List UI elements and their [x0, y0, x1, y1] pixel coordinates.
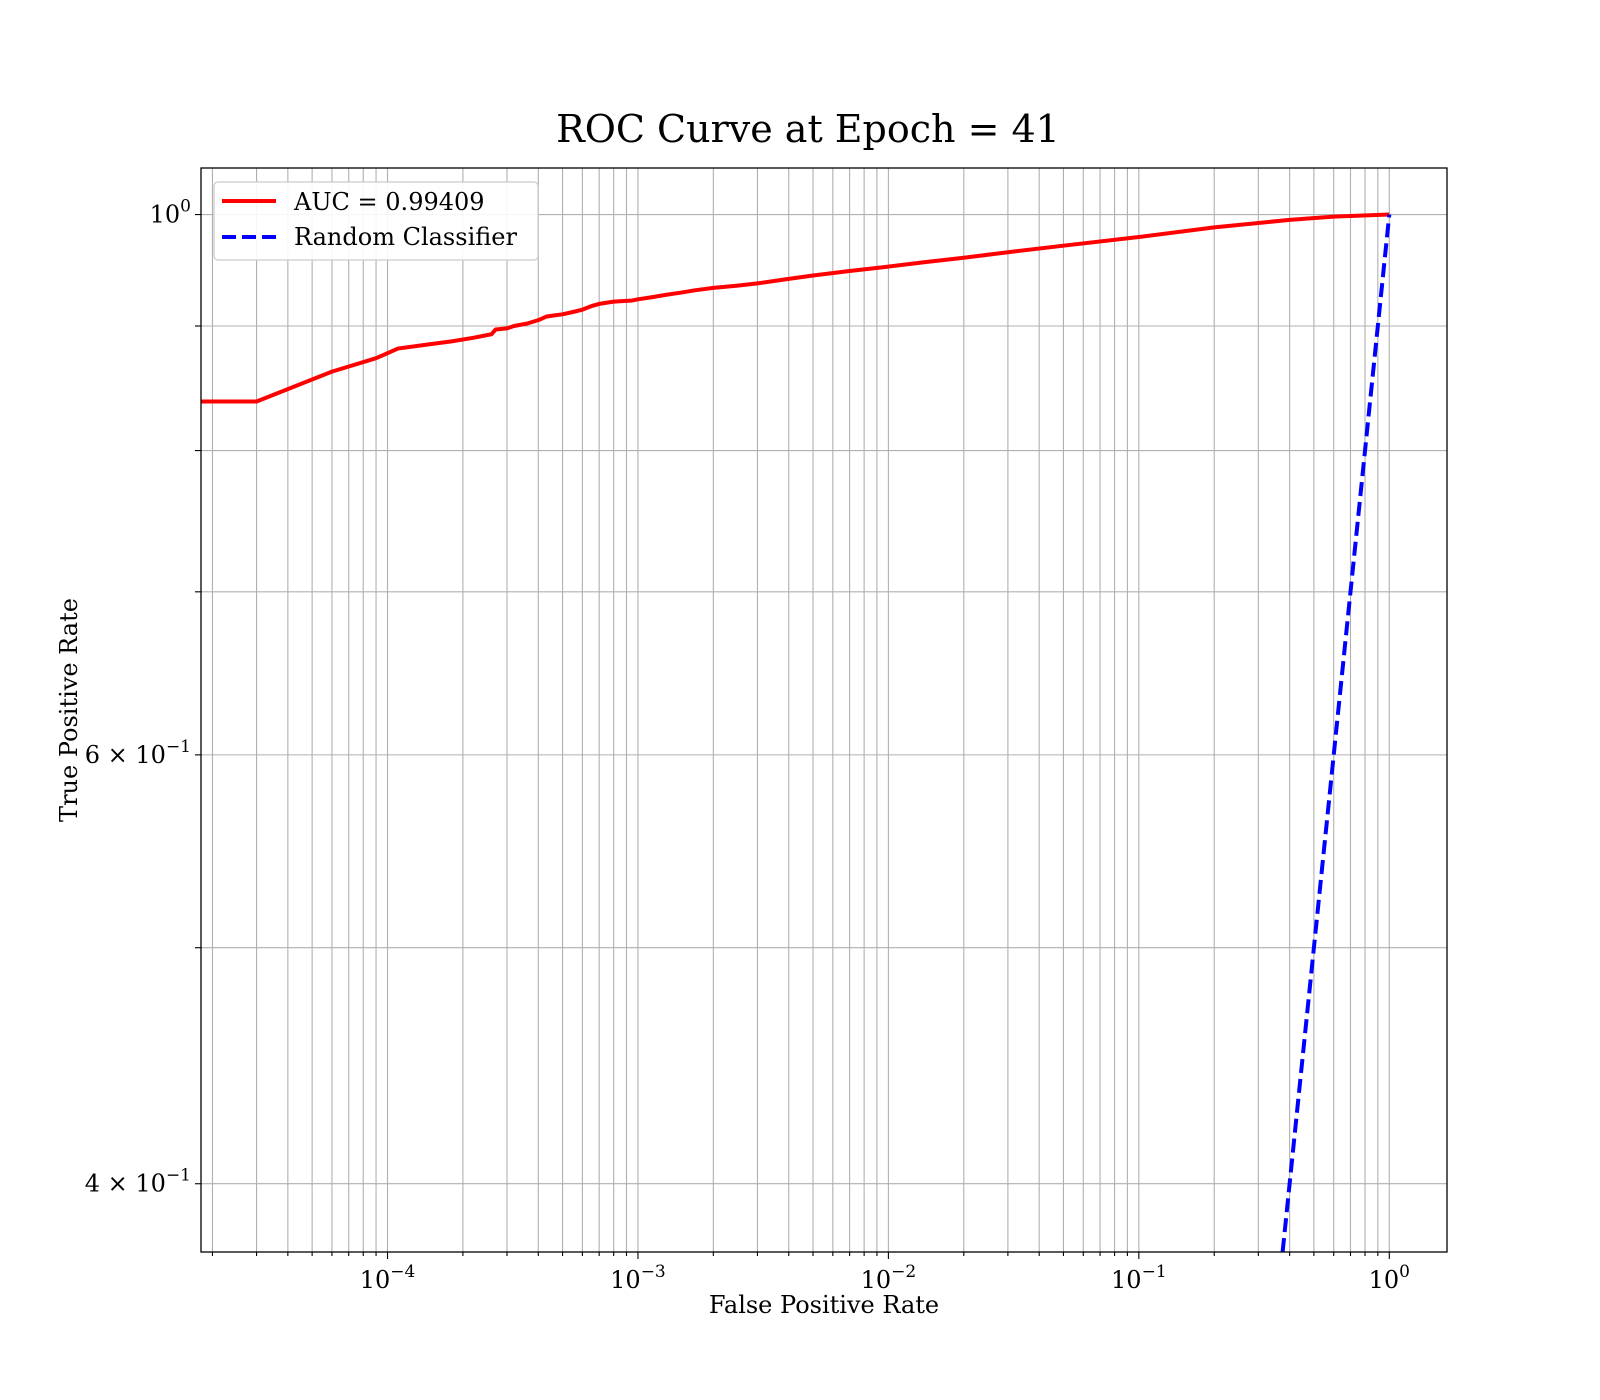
chart-title: ROC Curve at Epoch = 41	[556, 107, 1060, 151]
series-layer	[201, 212, 1392, 1252]
x-tick-label: 10−1	[1111, 1262, 1167, 1294]
y-axis-label: True Positive Rate	[55, 598, 83, 822]
legend: AUC = 0.99409 Random Classifier	[213, 181, 539, 261]
x-axis-label: False Positive Rate	[709, 1291, 939, 1319]
legend-box	[213, 181, 539, 261]
legend-label-auc: AUC = 0.99409	[293, 188, 485, 216]
grid	[201, 168, 1447, 1252]
legend-label-random: Random Classifier	[294, 223, 517, 251]
plot-frame	[200, 167, 1448, 1253]
roc-curve-line	[201, 212, 1390, 404]
x-tick-label: 10−3	[610, 1262, 666, 1294]
y-tick-label: 100	[150, 197, 191, 229]
random-classifier-line	[1280, 214, 1392, 1252]
